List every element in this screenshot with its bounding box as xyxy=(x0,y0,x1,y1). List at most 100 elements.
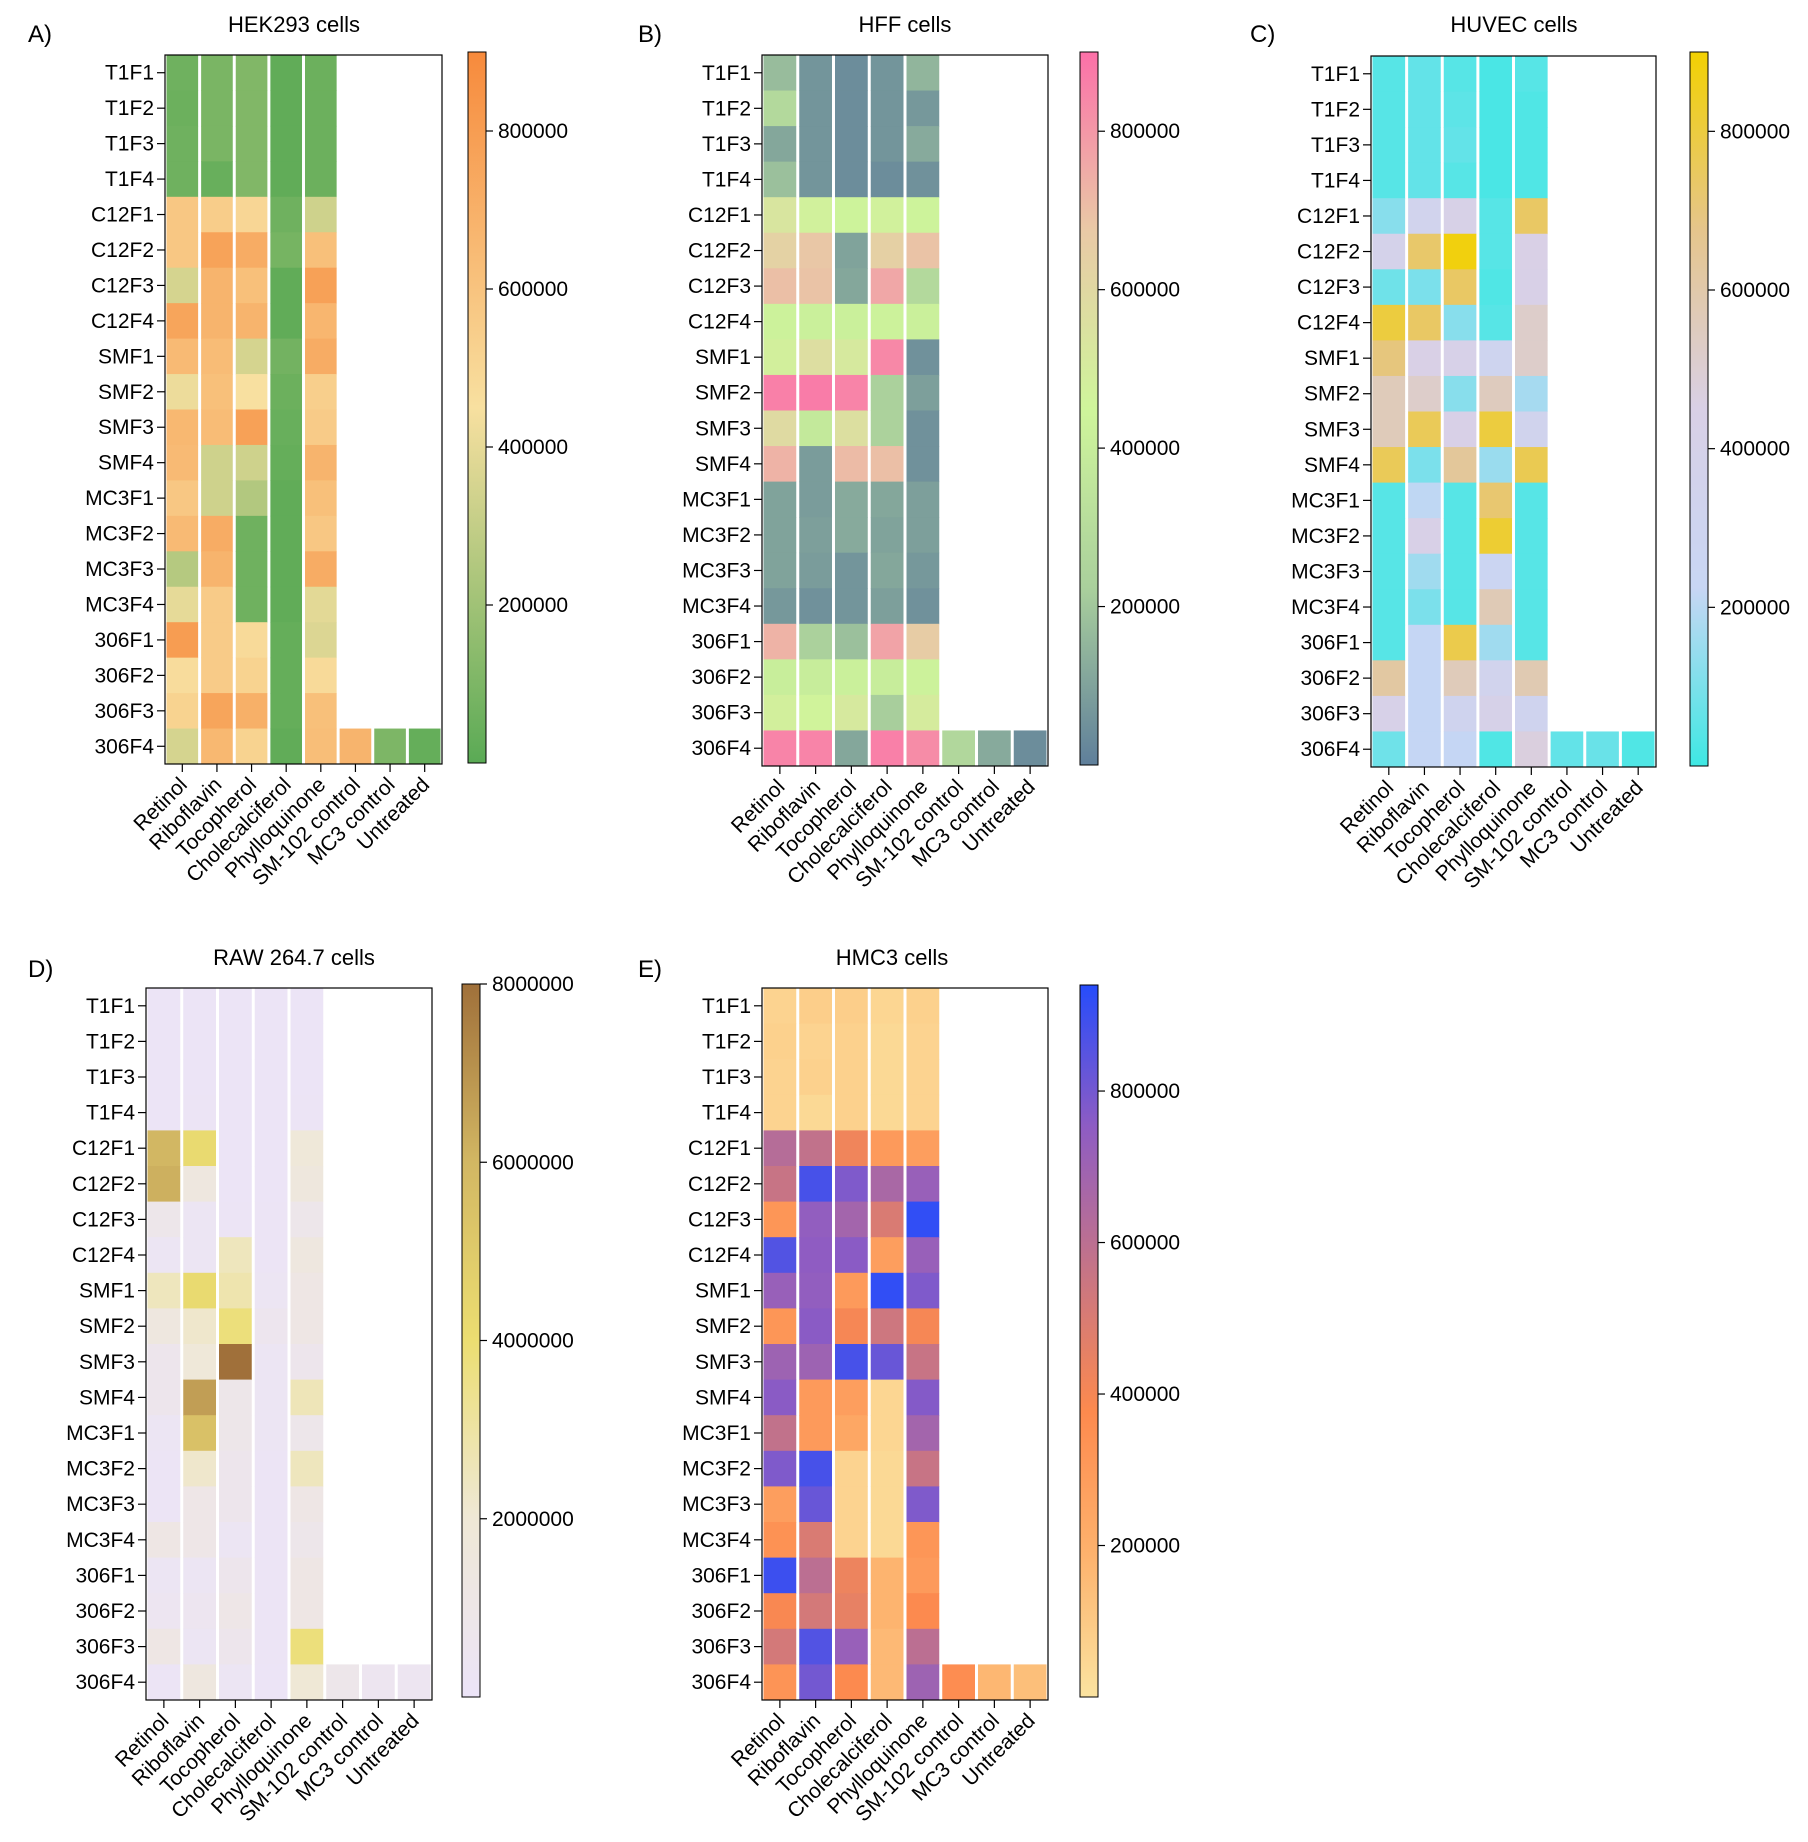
heatmap-cell: MC3F3 / Phylloquinone: 780000 xyxy=(907,1486,940,1522)
y-tick-label: MC3F3 xyxy=(682,559,751,582)
heatmap-cell: SMF2 / Cholecalciferol: 550000 xyxy=(1479,376,1512,412)
heatmap-cell: MC3F1 / Cholecalciferol: 20000 xyxy=(270,480,302,516)
heatmap-cell: T1F1 / Phylloquinone: 100000 xyxy=(291,988,324,1024)
heatmap-cell: SMF1 / Phylloquinone: 520000 xyxy=(1515,340,1548,376)
y-tick-label: C12F1 xyxy=(91,204,154,227)
y-tick-label: 306F1 xyxy=(75,1564,135,1587)
y-tick-label: 306F2 xyxy=(1300,667,1360,690)
heatmap-cell: MC3F4 / Retinol: 40000 xyxy=(1373,589,1406,625)
heatmap-cell: C12F2 / Retinol: 6200000 xyxy=(148,1166,181,1202)
heatmap-cell: SMF1 / Cholecalciferol: 300000 xyxy=(1479,340,1512,376)
heatmap-cell: MC3F2 / Cholecalciferol: 100000 xyxy=(871,517,904,553)
heatmap-cell: MC3F2 / Tocopherol: 700000 xyxy=(219,1451,252,1487)
heatmap-cell: T1F2 / Cholecalciferol: 40000 xyxy=(871,1024,904,1060)
heatmap-cell: SMF4 / Phylloquinone: 770000 xyxy=(1515,447,1548,483)
heatmap-cell: MC3F3 / Cholecalciferol: 260000 xyxy=(1479,554,1512,590)
heatmap-cell: 306F3 / Riboflavin: 760000 xyxy=(201,693,233,729)
colorbar-tick-label: 200000 xyxy=(1110,1535,1180,1558)
y-tick-label: T1F2 xyxy=(1311,98,1360,121)
panel-letter: E) xyxy=(638,956,662,983)
y-tick-label: 306F3 xyxy=(75,1636,135,1659)
heatmap-cell: T1F2 / Tocopherol: 40000 xyxy=(835,91,868,127)
heatmap-cell: T1F3 / Cholecalciferol: 60000 xyxy=(871,126,904,162)
heatmap-cell: T1F2 / Phylloquinone: 50000 xyxy=(305,90,337,126)
heatmap-cell: 306F4 / Retinol: 850000 xyxy=(764,730,797,766)
heatmap-cell: C12F2 / Riboflavin: 770000 xyxy=(201,232,233,268)
heatmap-cell: T1F1 / Riboflavin: 60000 xyxy=(1408,56,1441,92)
heatmap-cell: T1F3 / Phylloquinone: 60000 xyxy=(907,1059,940,1095)
heatmap-cell: 306F4 / Riboflavin: 660000 xyxy=(201,729,233,765)
heatmap-cell: 306F4 / Cholecalciferol: 160000 xyxy=(871,1664,904,1700)
panel-letter: C) xyxy=(1250,21,1275,48)
heatmap-cell: MC3F4 / Riboflavin: 560000 xyxy=(201,587,233,623)
y-tick-label: SMF2 xyxy=(79,1315,135,1338)
y-tick-label: T1F1 xyxy=(702,62,751,85)
heatmap-cell: MC3F1 / Riboflavin: 300000 xyxy=(799,1415,832,1451)
heatmap-cell: MC3F1 / Tocopherol: 240000 xyxy=(835,1415,868,1451)
heatmap-cell: SMF1 / Phylloquinone: 1200000 xyxy=(291,1273,324,1309)
heatmap-cell: 306F4 / Phylloquinone: 830000 xyxy=(907,730,940,766)
heatmap-cell: 306F4 / Retinol: 200000 xyxy=(148,1664,181,1700)
y-tick-label: C12F1 xyxy=(688,1137,751,1160)
heatmap-cell: T1F4 / Phylloquinone: 200000 xyxy=(291,1095,324,1131)
heatmap-cell: C12F1 / Tocopherol: 420000 xyxy=(835,1130,868,1166)
colorbar-tick-label: 6000000 xyxy=(492,1151,574,1174)
y-tick-label: MC3F4 xyxy=(1291,596,1360,619)
heatmap-cell: SMF4 / Riboflavin: 80000 xyxy=(799,446,832,482)
heatmap-cell: 306F2 / Phylloquinone: 380000 xyxy=(907,1593,940,1629)
heatmap-cell: 306F3 / Riboflavin: 220000 xyxy=(1408,696,1441,732)
heatmap-cell: T1F3 / Phylloquinone: 50000 xyxy=(305,126,337,162)
heatmap-panel-1: B) HFF cellsT1F1 / Retinol: 170000T1F1 / … xyxy=(638,12,1180,892)
heatmap-cell: SMF2 / Retinol: 560000 xyxy=(1373,376,1406,412)
heatmap-cell: SMF1 / Tocopherol: 420000 xyxy=(1444,340,1477,376)
heatmap-cell: SMF1 / Tocopherol: 300000 xyxy=(835,1273,868,1309)
y-tick-label: C12F3 xyxy=(688,1208,751,1231)
heatmap-cell: MC3F3 / Retinol: 100000 xyxy=(764,553,797,589)
heatmap-cell: 306F4 / Cholecalciferol: 100000 xyxy=(255,1664,288,1700)
heatmap-cell: T1F1 / Retinol: 40000 xyxy=(1373,56,1406,92)
heatmap-cell: 306F3 / Tocopherol: 510000 xyxy=(835,695,868,731)
heatmap-cell: 306F1 / Tocopherol: 180000 xyxy=(835,624,868,660)
heatmap-cell: SMF1 / Riboflavin: 640000 xyxy=(201,339,233,375)
heatmap-cell: T1F2 / Phylloquinone: 70000 xyxy=(907,91,940,127)
heatmap-cell: T1F1 / Retinol: 100000 xyxy=(148,988,181,1024)
heatmap-cell: C12F3 / Retinol: 350000 xyxy=(167,268,199,304)
heatmap-cell: C12F2 / Riboflavin: 680000 xyxy=(799,233,832,269)
heatmap-cell: C12F4 / Riboflavin: 300000 xyxy=(183,1237,216,1273)
heatmap-cell: T1F2 / Retinol: 40000 xyxy=(1373,92,1406,128)
heatmap-cell: SMF2 / Phylloquinone: 90000 xyxy=(907,375,940,411)
heatmap-cell: MC3F1 / Retinol: 580000 xyxy=(764,1415,797,1451)
heatmap-cell: C12F1 / Riboflavin: 4200000 xyxy=(183,1130,216,1166)
heatmap-cell: SMF1 / Cholecalciferol: 920000 xyxy=(871,1273,904,1309)
heatmap-cell: SMF1 / Retinol: 720000 xyxy=(764,1273,797,1309)
heatmap-cell: C12F4 / Phylloquinone: 520000 xyxy=(1515,305,1548,341)
heatmap-cell: MC3F4 / Riboflavin: 500000 xyxy=(799,1522,832,1558)
y-tick-label: T1F2 xyxy=(105,97,154,120)
heatmap-cell: SMF1 / Retinol: 2500000 xyxy=(148,1273,181,1309)
heatmap-cell: SMF4 / Retinol: 760000 xyxy=(764,1380,797,1416)
heatmap-cell: T1F2 / Retinol: 280000 xyxy=(764,91,797,127)
colorbar-tick-label: 800000 xyxy=(1110,1080,1180,1103)
heatmap-cell: MC3F4 / Tocopherol: 300000 xyxy=(219,1522,252,1558)
heatmap-cell: C12F3 / Retinol: 800000 xyxy=(148,1202,181,1238)
heatmap-cell: SMF4 / Phylloquinone: 2600000 xyxy=(291,1380,324,1416)
heatmap-cell: T1F4 / Retinol: 40000 xyxy=(1373,163,1406,199)
heatmap-cell: C12F1 / Phylloquinone: 330000 xyxy=(305,197,337,233)
y-tick-label: 306F1 xyxy=(94,629,154,652)
heatmap-cell: 306F2 / Phylloquinone: 1200000 xyxy=(291,1593,324,1629)
colorbar xyxy=(468,52,486,763)
heatmap-cell: SMF3 / Retinol: 700000 xyxy=(148,1344,181,1380)
heatmap-cell: 306F3 / Riboflavin: 860000 xyxy=(799,1629,832,1665)
heatmap-cell: MC3F4 / Phylloquinone: 40000 xyxy=(1515,589,1548,625)
heatmap-cell: T1F3 / Cholecalciferol: 20000 xyxy=(1479,127,1512,163)
heatmap-cell: MC3F3 / Retinol: 200000 xyxy=(148,1486,181,1522)
heatmap-cell: C12F4 / Cholecalciferol: 430000 xyxy=(871,304,904,340)
heatmap-cell: 306F2 / Retinol: 400000 xyxy=(148,1593,181,1629)
heatmap-cell: T1F2 / Retinol: 50000 xyxy=(167,90,199,126)
heatmap-cell: 306F3 / Retinol: 480000 xyxy=(764,695,797,731)
heatmap-cell: 306F1 / Retinol: 730000 xyxy=(764,624,797,660)
heatmap-cell: C12F1 / Retinol: 530000 xyxy=(764,197,797,233)
heatmap-cell: C12F3 / Retinol: 320000 xyxy=(764,1202,797,1238)
